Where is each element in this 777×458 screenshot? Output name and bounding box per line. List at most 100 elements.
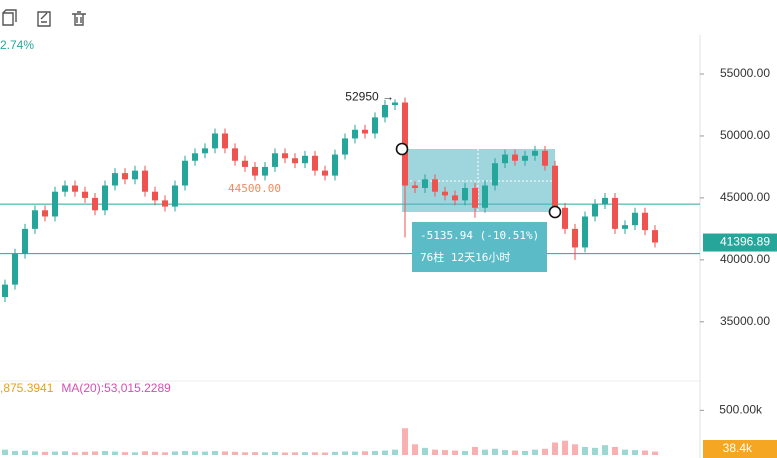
candle-body <box>112 173 118 186</box>
volume-bar <box>222 451 228 455</box>
volume-bar <box>12 450 18 455</box>
volume-bar <box>642 450 648 455</box>
volume-bar <box>432 449 438 455</box>
volume-bar <box>362 451 368 455</box>
volume-bar <box>322 452 328 455</box>
peak-annotation: 52950 → <box>345 90 394 104</box>
volume-bar <box>622 449 628 455</box>
volume-bar <box>302 452 308 455</box>
candle-body <box>412 185 418 188</box>
volume-bar <box>572 444 578 455</box>
icon-edit[interactable] <box>37 11 51 27</box>
volume-bar <box>482 449 488 455</box>
candle-body <box>372 117 378 134</box>
candle-body <box>452 195 458 201</box>
candle-body <box>22 228 28 254</box>
volume-bar <box>42 451 48 455</box>
candle-body <box>492 163 498 186</box>
candle-body <box>312 155 318 171</box>
candle-body <box>152 191 158 201</box>
candle-body <box>72 185 78 192</box>
volume-bar <box>592 447 598 455</box>
volume-bar <box>112 451 118 455</box>
y-tick-label: 55000.00 <box>720 66 770 80</box>
volume-bar <box>522 450 528 455</box>
volume-bar <box>422 447 428 455</box>
volume-bar <box>172 451 178 455</box>
candle-body <box>122 173 128 180</box>
volume-bar <box>442 450 448 455</box>
candle-body <box>602 197 608 205</box>
candle-body <box>222 133 228 149</box>
volume-bar <box>142 451 148 455</box>
candle-body <box>502 154 508 164</box>
volume-bar <box>132 452 138 455</box>
horizontal-line-label: 44500.00 <box>228 182 281 195</box>
volume-bar <box>602 445 608 455</box>
candle-body <box>422 179 428 188</box>
candle-body <box>432 179 438 192</box>
candle-body <box>582 216 588 248</box>
volume-bar <box>562 440 568 455</box>
candle-body <box>332 154 338 176</box>
last-price-box <box>703 233 777 252</box>
volume-bar <box>332 451 338 455</box>
volume-last-box <box>703 440 777 458</box>
volume-bar <box>252 452 258 455</box>
volume-bar <box>512 450 518 455</box>
candle-body <box>522 155 528 161</box>
volume-bar <box>292 452 298 455</box>
volume-bar <box>192 451 198 455</box>
candle-body <box>242 160 248 167</box>
toolbar <box>2 9 86 27</box>
candle-body <box>512 154 518 161</box>
candle-body <box>382 104 388 118</box>
measure-point <box>395 142 409 156</box>
volume-bar <box>152 451 158 455</box>
y-tick-label: 35000.00 <box>720 314 770 328</box>
candle-body <box>2 284 8 298</box>
candle-body <box>352 129 358 139</box>
volume-bar <box>532 449 538 455</box>
volume-bar <box>282 452 288 455</box>
candle-body <box>172 185 178 207</box>
candle-body <box>142 170 148 192</box>
candle-body <box>232 148 238 161</box>
volume-bar <box>472 446 478 455</box>
candle-body <box>162 200 168 207</box>
volume-bar <box>102 450 108 455</box>
candle-body <box>182 160 188 186</box>
candle-body <box>632 212 638 226</box>
candle-body <box>652 230 658 243</box>
volume-bar <box>92 451 98 455</box>
candle-body <box>592 204 598 217</box>
candle-body <box>322 170 328 176</box>
volume-bar <box>352 451 358 455</box>
candle-body <box>272 153 278 167</box>
y-tick-label: 40000.00 <box>720 252 770 266</box>
volume-bar <box>502 450 508 455</box>
volume-bar <box>262 452 268 455</box>
candle-body <box>102 185 108 211</box>
volume-bar <box>52 451 58 455</box>
volume-bar <box>632 450 638 455</box>
volume-bar <box>392 449 398 455</box>
candle-body <box>82 191 88 198</box>
icon-delete[interactable] <box>72 11 86 26</box>
volume-bar <box>162 452 168 455</box>
volume-bar <box>382 450 388 455</box>
icon-layers[interactable] <box>2 9 17 26</box>
candle-body <box>612 197 618 229</box>
candle-body <box>32 210 38 229</box>
candle-body <box>252 166 258 176</box>
candle-body <box>12 253 18 285</box>
last-price-label: 41396.89 <box>720 235 770 249</box>
candle-body <box>542 150 548 166</box>
volume-bar <box>122 452 128 455</box>
y-tick-label: 50000.00 <box>720 128 770 142</box>
candle-body <box>212 133 218 149</box>
candle-body <box>342 138 348 155</box>
candle-body <box>392 102 398 105</box>
volume-bar <box>342 451 348 455</box>
candle-body <box>302 155 308 164</box>
